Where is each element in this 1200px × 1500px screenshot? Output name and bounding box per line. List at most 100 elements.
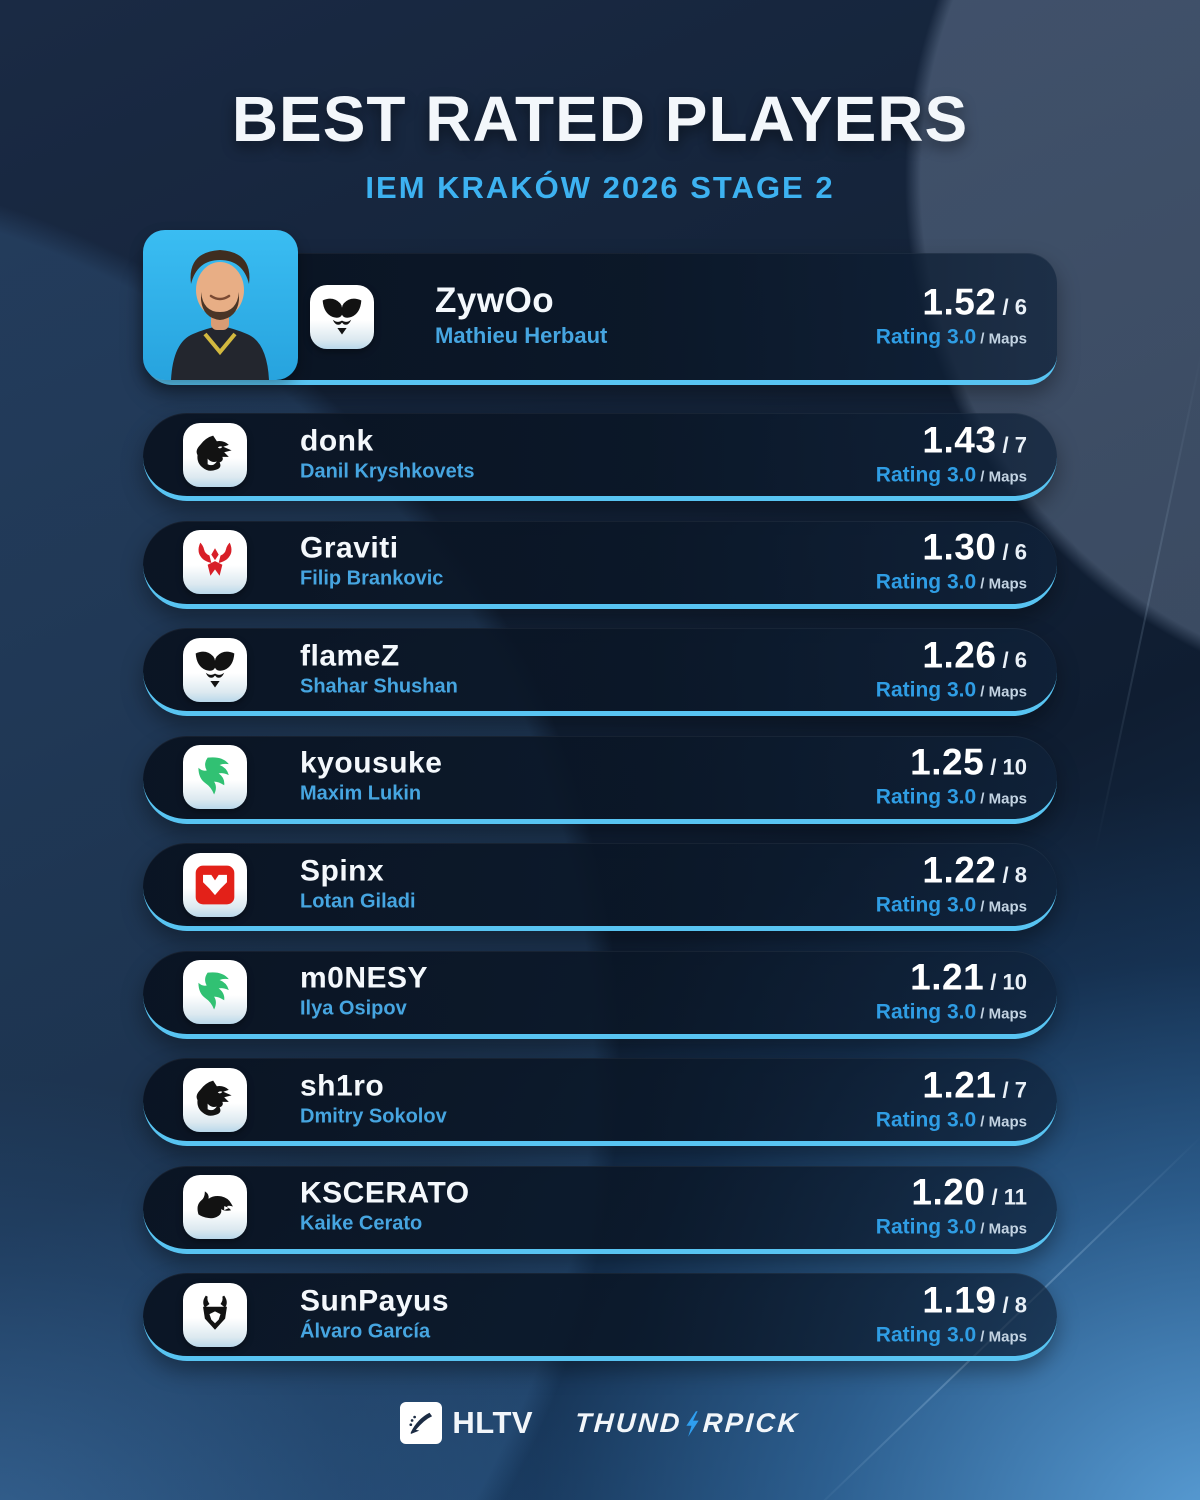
- team-logo-icon: [192, 969, 238, 1015]
- player-stats: 1.43 / 7 Rating 3.0 / Maps: [876, 419, 1027, 487]
- player-row: ZywOo Mathieu Herbaut 1.52 / 6 Rating 3.…: [143, 230, 1057, 385]
- player-identity: donk Danil Kryshkovets: [300, 424, 475, 483]
- player-realname: Lotan Giladi: [300, 889, 416, 912]
- player-realname: Shahar Shushan: [300, 674, 458, 697]
- player-stats: 1.26 / 6 Rating 3.0 / Maps: [876, 634, 1027, 702]
- team-logo-tile: [183, 422, 247, 487]
- player-stats: 1.20 / 11 Rating 3.0 / Maps: [876, 1172, 1027, 1240]
- player-stats: 1.19 / 8 Rating 3.0 / Maps: [876, 1279, 1027, 1347]
- team-logo-icon: [192, 1184, 238, 1230]
- player-identity: Graviti Filip Brankovic: [300, 531, 443, 590]
- player-realname: Dmitry Sokolov: [300, 1104, 447, 1127]
- rating-scale-label: Rating 3.0: [875, 1215, 977, 1239]
- player-realname: Álvaro García: [300, 1319, 431, 1342]
- rating-value: 1.20: [911, 1171, 986, 1213]
- player-identity: m0NESY Ilya Osipov: [300, 961, 428, 1020]
- player-nickname: flameZ: [300, 638, 400, 672]
- team-logo-tile: [183, 1067, 247, 1132]
- rating-value: 1.21: [910, 956, 985, 998]
- player-row: kyousuke Maxim Lukin 1.25 / 10 Rating 3.…: [143, 735, 1057, 824]
- maps-label: / Maps: [976, 790, 1027, 808]
- page-title: BEST RATED PLAYERS: [231, 83, 969, 155]
- team-logo-tile: [183, 530, 247, 594]
- maps-label: / Maps: [976, 1220, 1027, 1238]
- maps-count: / 7: [996, 1077, 1027, 1103]
- hltv-wordmark: HLTV: [452, 1405, 534, 1440]
- maps-label: / Maps: [976, 1005, 1027, 1023]
- team-logo-icon: [192, 754, 238, 800]
- rating-scale-label: Rating 3.0: [875, 678, 977, 702]
- maps-label: / Maps: [976, 468, 1027, 486]
- player-row: KSCERATO Kaike Cerato 1.20 / 11 Rating 3…: [143, 1165, 1057, 1254]
- player-stats: 1.21 / 10 Rating 3.0 / Maps: [876, 957, 1027, 1025]
- rating-scale-label: Rating 3.0: [875, 570, 977, 594]
- player-row: Graviti Filip Brankovic 1.30 / 6 Rating …: [143, 520, 1057, 609]
- rating-value: 1.26: [922, 634, 997, 676]
- player-identity: flameZ Shahar Shushan: [300, 639, 458, 698]
- player-nickname: KSCERATO: [300, 1176, 470, 1210]
- maps-label: / Maps: [976, 330, 1027, 348]
- player-identity: kyousuke Maxim Lukin: [300, 746, 442, 805]
- maps-count: / 6: [996, 539, 1027, 565]
- player-realname: Maxim Lukin: [300, 782, 422, 805]
- maps-count: / 8: [996, 1292, 1027, 1318]
- player-nickname: Graviti: [300, 531, 399, 565]
- maps-count: / 6: [996, 647, 1027, 673]
- player-identity: KSCERATO Kaike Cerato: [300, 1176, 470, 1235]
- player-realname: Danil Kryshkovets: [300, 459, 475, 482]
- team-logo-icon: [192, 862, 238, 908]
- rating-scale-label: Rating 3.0: [875, 893, 977, 917]
- player-realname: Mathieu Herbaut: [435, 322, 608, 348]
- player-identity: ZywOo Mathieu Herbaut: [435, 281, 607, 349]
- maps-count: / 7: [996, 432, 1027, 458]
- hltv-logo: HLTV: [400, 1402, 533, 1444]
- player-row: SunPayus Álvaro García 1.19 / 8 Rating 3…: [143, 1273, 1057, 1361]
- player-realname: Kaike Cerato: [300, 1212, 423, 1235]
- maps-label: / Maps: [976, 1113, 1027, 1131]
- player-stats: 1.22 / 8 Rating 3.0 / Maps: [876, 849, 1027, 917]
- rating-value: 1.43: [922, 419, 997, 461]
- player-nickname: m0NESY: [300, 961, 429, 995]
- rating-scale-label: Rating 3.0: [875, 785, 977, 809]
- rating-value: 1.19: [922, 1279, 997, 1321]
- team-logo-icon: [192, 1292, 238, 1338]
- team-logo-icon: [319, 294, 365, 340]
- lightning-bolt-icon: [686, 1410, 699, 1436]
- maps-label: / Maps: [976, 1328, 1027, 1346]
- player-identity: sh1ro Dmitry Sokolov: [300, 1069, 447, 1128]
- maps-count: / 6: [996, 294, 1027, 320]
- player-realname: Filip Brankovic: [300, 567, 444, 590]
- light-streak-decoration: [1093, 345, 1200, 855]
- maps-label: / Maps: [976, 898, 1027, 916]
- team-logo-icon: [192, 432, 238, 478]
- rating-scale-label: Rating 3.0: [875, 1000, 977, 1024]
- thunderpick-logo: THUND RPICK: [574, 1408, 801, 1439]
- team-logo-tile: [310, 284, 374, 349]
- player-nickname: Spinx: [300, 853, 385, 887]
- rating-value: 1.22: [922, 849, 997, 891]
- team-logo-icon: [192, 647, 238, 693]
- team-logo-tile: [183, 852, 247, 917]
- player-nickname: SunPayus: [300, 1283, 450, 1317]
- team-logo-tile: [183, 960, 247, 1024]
- rating-scale-label: Rating 3.0: [875, 463, 977, 487]
- maps-count: / 8: [996, 862, 1027, 888]
- player-nickname: kyousuke: [300, 746, 443, 780]
- player-identity: Spinx Lotan Giladi: [300, 854, 416, 913]
- rating-scale-label: Rating 3.0: [875, 1323, 977, 1347]
- team-logo-icon: [192, 539, 238, 585]
- player-stats: 1.52 / 6 Rating 3.0 / Maps: [876, 281, 1027, 349]
- player-row: Spinx Lotan Giladi 1.22 / 8 Rating 3.0 /…: [143, 843, 1057, 931]
- maps-count: / 11: [985, 1184, 1027, 1210]
- thunderpick-wordmark-left: THUND: [574, 1407, 684, 1438]
- player-nickname: donk: [300, 423, 374, 457]
- player-avatar-image: [171, 250, 269, 380]
- player-realname: Ilya Osipov: [300, 997, 407, 1020]
- thunderpick-wordmark-right: RPICK: [702, 1407, 801, 1438]
- team-logo-tile: [183, 1282, 247, 1347]
- player-stats: 1.25 / 10 Rating 3.0 / Maps: [876, 742, 1027, 810]
- maps-count: / 10: [984, 969, 1027, 995]
- team-logo-tile: [183, 745, 247, 809]
- player-stats: 1.30 / 6 Rating 3.0 / Maps: [876, 527, 1027, 595]
